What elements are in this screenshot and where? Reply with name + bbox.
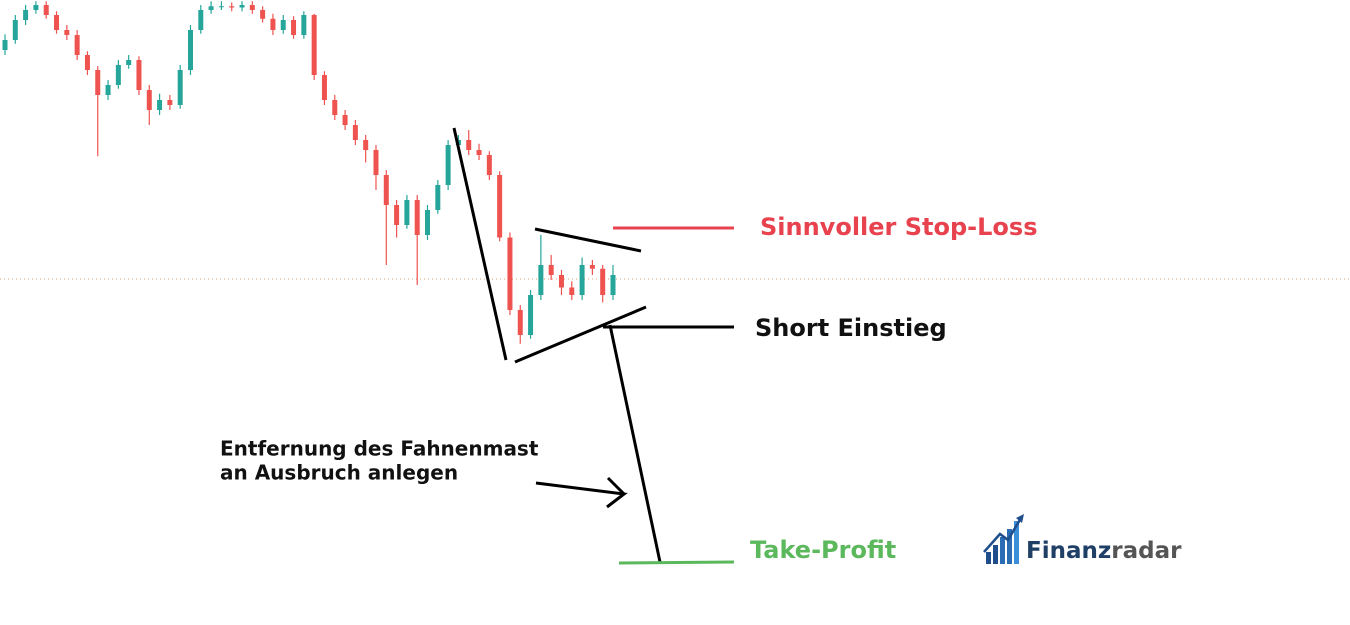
candle-body [218,6,224,8]
candle-body [445,145,451,185]
candle-body [610,275,616,295]
candle-body [497,175,503,238]
candle-body [311,15,317,75]
candle-body [43,5,49,15]
candle-body [507,237,513,310]
candle-body [54,15,60,30]
candle-body [363,140,369,150]
take-profit-line [618,560,735,565]
candles [2,1,616,344]
arrow [535,481,628,509]
candle-body [177,70,183,105]
candle-body [33,5,39,10]
candle-body [167,100,173,105]
candle-body [187,30,193,70]
candle-body [394,205,400,225]
candle-body [569,287,575,295]
candle-body [517,310,523,335]
candle-body [146,90,152,110]
stop-loss-label: Sinnvoller Stop-Loss [760,213,1037,241]
candle-body [548,265,554,275]
candle-body [208,6,214,10]
candle-body [2,40,8,50]
candle-body [291,20,297,35]
candle-body [12,20,18,40]
candle-body [414,200,420,235]
candle-body [64,30,70,35]
candle-body [404,200,410,225]
logo-text: Finanzradar [1026,538,1182,564]
candle-body [301,15,307,35]
candle-body [589,265,595,269]
distance-label: an Ausbruch anlegen [220,461,458,485]
target-projection [608,324,662,563]
candle-body [229,6,235,8]
candle-body [528,295,534,335]
candle-body [84,55,90,70]
flag-upper [534,227,642,253]
logo-bold: Finanz [1026,538,1111,564]
candle-body [126,60,132,65]
candle-body [95,70,101,95]
logo: Finanzradar [983,514,1182,564]
candle-body [270,18,276,30]
candle-body [249,5,255,10]
logo-light: radar [1111,538,1182,564]
candle-body [352,125,358,140]
candle-body [239,5,245,8]
candle-body [280,20,286,30]
candle-body [383,175,389,205]
candle-body [260,10,266,19]
candle-body [115,65,121,85]
candle-body [23,10,29,20]
candle-body [538,265,544,295]
distance-label: Entfernung des Fahnenmast [220,437,539,461]
candle-body [332,100,338,115]
candle-body [476,150,482,155]
candle-body [157,100,163,110]
candle-body [425,210,431,235]
candle-body [373,150,379,175]
candle-body [342,115,348,125]
candle-body [486,155,492,175]
candle-body [105,85,111,95]
candle-body [74,35,80,55]
flagpole [452,127,508,361]
candle-body [321,75,327,100]
candle-body [558,275,564,288]
flag-lower [514,305,647,364]
logo-icon [983,514,1024,564]
candle-body [579,265,585,295]
take-profit-label: Take-Profit [750,536,896,564]
candle-body [466,140,472,150]
candle-body [198,10,204,30]
entry-label: Short Einstieg [755,314,947,342]
candle-body [136,60,142,90]
candle-body [600,268,606,295]
candle-body [435,185,441,210]
arrow-head [606,476,626,496]
annotation-lines [452,127,734,563]
